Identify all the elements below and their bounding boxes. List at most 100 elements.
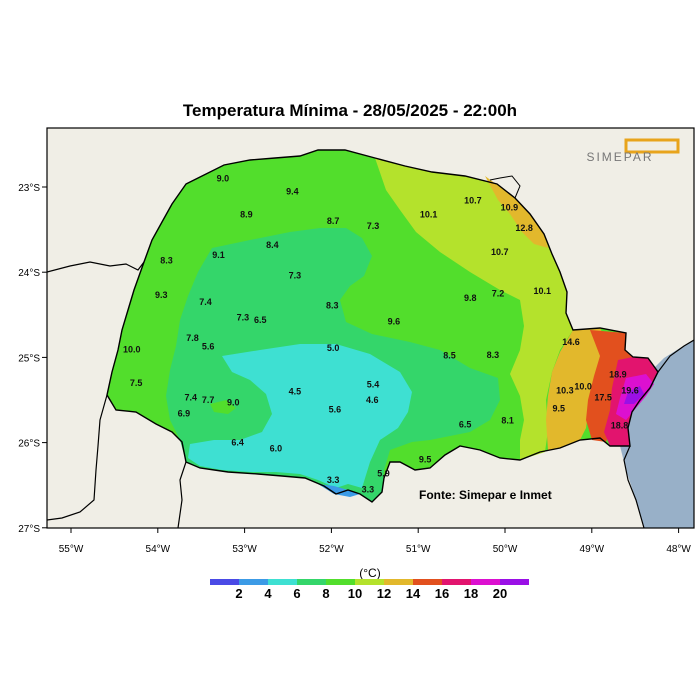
simepar-logo: SIMEPAR xyxy=(586,138,680,164)
station-value: 9.4 xyxy=(286,186,299,196)
legend-tick-label: 18 xyxy=(464,586,478,601)
lat-label: 27°S xyxy=(18,524,40,535)
lon-label: 50°W xyxy=(493,544,518,555)
lon-label: 53°W xyxy=(232,544,257,555)
station-value: 7.7 xyxy=(202,395,215,405)
lat-label: 23°S xyxy=(18,183,40,194)
lon-label: 54°W xyxy=(146,544,171,555)
station-value: 8.3 xyxy=(160,255,173,265)
logo-text: SIMEPAR xyxy=(586,150,653,164)
station-value: 4.6 xyxy=(366,395,379,405)
station-value: 3.3 xyxy=(327,475,340,485)
station-value: 8.3 xyxy=(487,350,500,360)
legend-tick-label: 8 xyxy=(322,586,329,601)
station-value: 4.5 xyxy=(289,386,302,396)
legend-swatch xyxy=(297,579,326,585)
station-value: 18.8 xyxy=(611,421,629,431)
lon-label: 48°W xyxy=(666,544,691,555)
legend-tick-label: 14 xyxy=(406,586,421,601)
state-border-south xyxy=(177,461,187,528)
station-value: 7.3 xyxy=(237,312,250,322)
legend-unit: (°C) xyxy=(359,566,380,580)
station-value: 6.4 xyxy=(231,438,244,448)
station-value: 9.0 xyxy=(227,398,240,408)
lon-label: 49°W xyxy=(580,544,605,555)
station-value: 8.5 xyxy=(443,351,456,361)
legend-tick-label: 16 xyxy=(435,586,449,601)
station-value: 5.6 xyxy=(202,341,215,351)
station-value: 19.6 xyxy=(621,386,639,396)
station-value: 7.5 xyxy=(130,378,143,388)
map-title: Temperatura Mínima - 28/05/2025 - 22:00h xyxy=(182,101,518,120)
station-value: 3.3 xyxy=(362,484,375,494)
station-value: 10.1 xyxy=(420,209,438,219)
legend-swatch xyxy=(326,579,355,585)
lat-label: 26°S xyxy=(18,439,40,450)
legend-swatch xyxy=(384,579,413,585)
station-value: 9.5 xyxy=(553,404,566,414)
station-value: 8.4 xyxy=(266,240,279,250)
band-6-8 xyxy=(188,344,412,488)
station-value: 10.0 xyxy=(574,381,592,391)
legend-tick-label: 4 xyxy=(264,586,272,601)
station-value: 10.7 xyxy=(491,247,509,257)
station-value: 5.0 xyxy=(327,343,340,353)
station-value: 10.3 xyxy=(556,386,574,396)
parana-state-border xyxy=(106,149,659,503)
station-value: 9.0 xyxy=(217,173,230,183)
station-value: 10.7 xyxy=(464,196,482,206)
station-value: 8.7 xyxy=(327,216,340,226)
coastline-south xyxy=(623,445,645,528)
band-22-plus xyxy=(624,386,644,404)
station-value: 8.1 xyxy=(501,415,514,425)
station-value: 18.9 xyxy=(609,369,627,379)
station-value: 9.8 xyxy=(464,293,477,303)
station-values: 9.0 9.4 8.9 8.7 7.3 10.1 10.7 10.9 12.8 10.7 8.3 9.… xyxy=(123,173,639,494)
lon-label: 55°W xyxy=(59,544,84,555)
legend-tick-label: 12 xyxy=(377,586,391,601)
legend-colorbar: 2 4 6 8 10 12 14 16 18 20 xyxy=(210,579,529,601)
legend-swatch xyxy=(471,579,500,585)
legend-swatch xyxy=(500,579,529,585)
legend-swatch xyxy=(268,579,297,585)
station-value: 7.3 xyxy=(367,221,380,231)
station-value: 7.4 xyxy=(185,392,198,402)
station-value: 17.5 xyxy=(594,392,612,402)
state-border-north xyxy=(489,175,521,199)
station-value: 10.1 xyxy=(534,286,552,296)
legend-swatch xyxy=(442,579,471,585)
band-10-12-island xyxy=(210,400,236,414)
legend-swatch xyxy=(355,579,384,585)
station-value: 6.9 xyxy=(178,409,191,419)
station-value: 7.3 xyxy=(289,271,302,281)
country-border-southwest xyxy=(47,394,108,521)
band-4-6 xyxy=(318,484,360,497)
station-value: 12.8 xyxy=(515,223,533,233)
station-value: 5.6 xyxy=(329,404,342,414)
lon-label: 52°W xyxy=(319,544,344,555)
lat-label: 25°S xyxy=(18,353,40,364)
station-value: 8.9 xyxy=(240,209,253,219)
legend-swatch xyxy=(239,579,268,585)
legend-swatch xyxy=(413,579,442,585)
station-value: 5.4 xyxy=(367,380,380,390)
station-value: 9.5 xyxy=(419,455,432,465)
legend-tick-label: 6 xyxy=(293,586,300,601)
band-14-16 xyxy=(485,176,610,450)
station-value: 6.0 xyxy=(270,444,283,454)
station-value: 6.5 xyxy=(254,315,267,325)
station-value: 7.8 xyxy=(186,333,199,343)
legend-tick-label: 20 xyxy=(493,586,507,601)
legend-tick-label: 2 xyxy=(235,586,242,601)
map-frame xyxy=(46,127,695,529)
map-axes: 55°W 54°W 53°W 52°W 51°W 50°W 49°W 48°W 23°S 24°S… xyxy=(18,183,691,555)
station-value: 14.6 xyxy=(562,337,580,347)
legend-swatch xyxy=(210,579,239,585)
coastline-north xyxy=(657,339,694,373)
station-value: 10.9 xyxy=(501,202,519,212)
lat-label: 24°S xyxy=(18,268,40,279)
country-border-west xyxy=(47,261,145,273)
legend-tick-label: 10 xyxy=(348,586,362,601)
station-value: 8.3 xyxy=(326,300,339,310)
